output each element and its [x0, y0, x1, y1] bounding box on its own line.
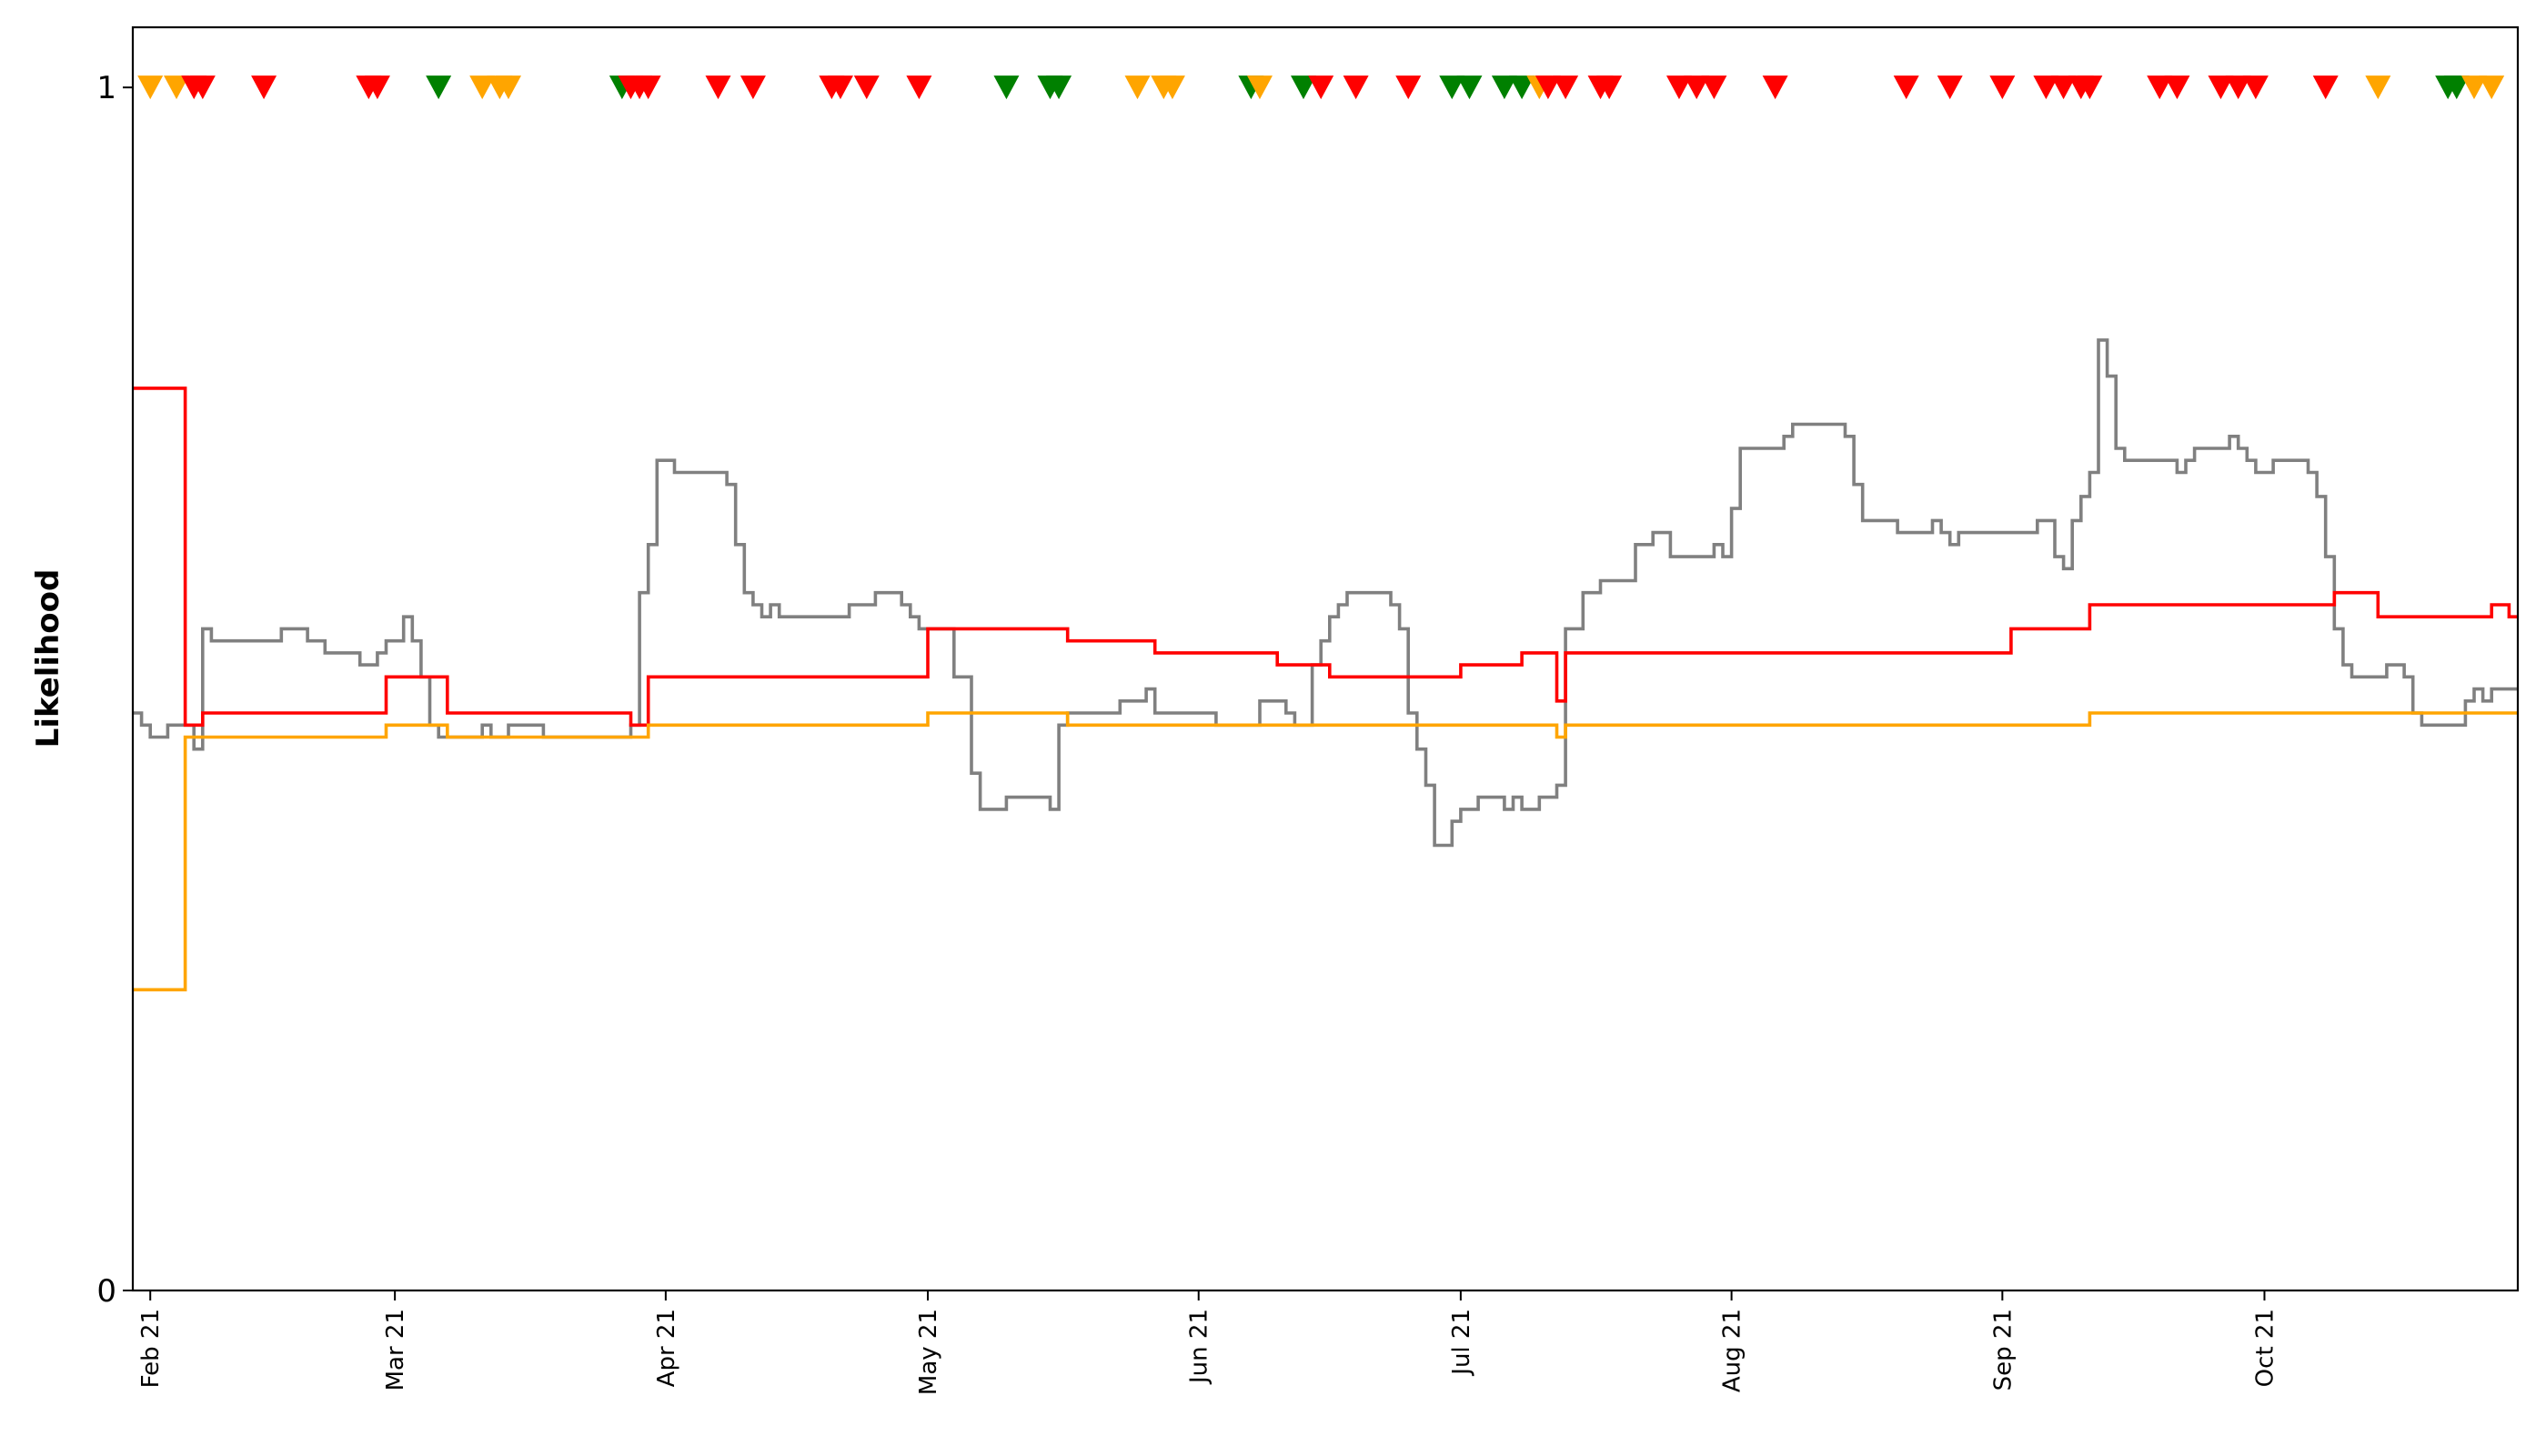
event-marker — [364, 75, 390, 100]
event-marker — [2164, 75, 2190, 100]
x-tick-label: Mar 21 — [382, 1309, 409, 1391]
series-layer — [133, 338, 2518, 992]
event-marker — [1124, 75, 1151, 100]
series-line-2 — [133, 387, 2518, 728]
event-marker — [1989, 75, 2016, 100]
event-marker — [426, 75, 452, 100]
event-marker — [2479, 75, 2505, 100]
event-marker — [2460, 75, 2487, 100]
event-marker — [2242, 75, 2269, 100]
event-marker — [1937, 75, 1963, 100]
event-marker — [137, 75, 164, 100]
event-marker — [635, 75, 661, 100]
event-marker — [853, 75, 880, 100]
event-marker — [1535, 75, 1561, 100]
event-marker — [1596, 75, 1623, 100]
x-tick-label: Jul 21 — [1448, 1309, 1475, 1377]
marker-layer — [137, 75, 2505, 100]
series-line-3 — [133, 711, 2518, 992]
event-marker — [495, 75, 521, 100]
event-marker — [2147, 75, 2173, 100]
event-marker — [1491, 75, 1517, 100]
event-marker — [1893, 75, 1919, 100]
event-marker — [1439, 75, 1465, 100]
event-marker — [1395, 75, 1422, 100]
event-marker — [1762, 75, 1788, 100]
event-marker — [2033, 75, 2059, 100]
event-marker — [2077, 75, 2103, 100]
event-marker — [1046, 75, 1072, 100]
event-marker — [1553, 75, 1579, 100]
event-marker — [2365, 75, 2391, 100]
y-tick-label: 1 — [96, 70, 116, 106]
event-marker — [1701, 75, 1727, 100]
x-tick-label: Jun 21 — [1186, 1309, 1213, 1385]
event-marker — [2208, 75, 2234, 100]
event-marker — [251, 75, 277, 100]
x-tick-label: Apr 21 — [653, 1309, 680, 1387]
event-marker — [827, 75, 853, 100]
y-axis-label: Likelihood — [30, 569, 66, 748]
event-marker — [1665, 75, 1692, 100]
event-marker — [705, 75, 731, 100]
axis-layer: 0 1 Feb 21 Mar 21 Apr 21 May 21 Jun 21 Jul 21 Au… — [96, 70, 2279, 1395]
x-tick-label: Sep 21 — [1989, 1309, 2017, 1391]
event-marker — [906, 75, 932, 100]
x-tick-label: Oct 21 — [2251, 1309, 2279, 1387]
event-marker — [740, 75, 766, 100]
event-marker — [189, 75, 216, 100]
event-marker — [2050, 75, 2077, 100]
plot-frame — [131, 25, 2520, 1292]
x-tick-label: Aug 21 — [1719, 1309, 1746, 1392]
event-marker — [469, 75, 496, 100]
event-marker — [1684, 75, 1710, 100]
x-tick-label: May 21 — [915, 1309, 942, 1395]
x-tick-label: Feb 21 — [137, 1309, 165, 1388]
event-marker — [1159, 75, 1185, 100]
event-marker — [1246, 75, 1273, 100]
event-marker — [2225, 75, 2251, 100]
y-tick-label: 0 — [96, 1273, 116, 1310]
event-marker — [2312, 75, 2339, 100]
event-marker — [2443, 75, 2470, 100]
event-marker — [1509, 75, 1535, 100]
event-marker — [1343, 75, 1369, 100]
event-marker — [164, 75, 190, 100]
event-marker — [993, 75, 1020, 100]
event-marker — [1308, 75, 1334, 100]
event-marker — [1290, 75, 1316, 100]
event-marker — [1456, 75, 1483, 100]
